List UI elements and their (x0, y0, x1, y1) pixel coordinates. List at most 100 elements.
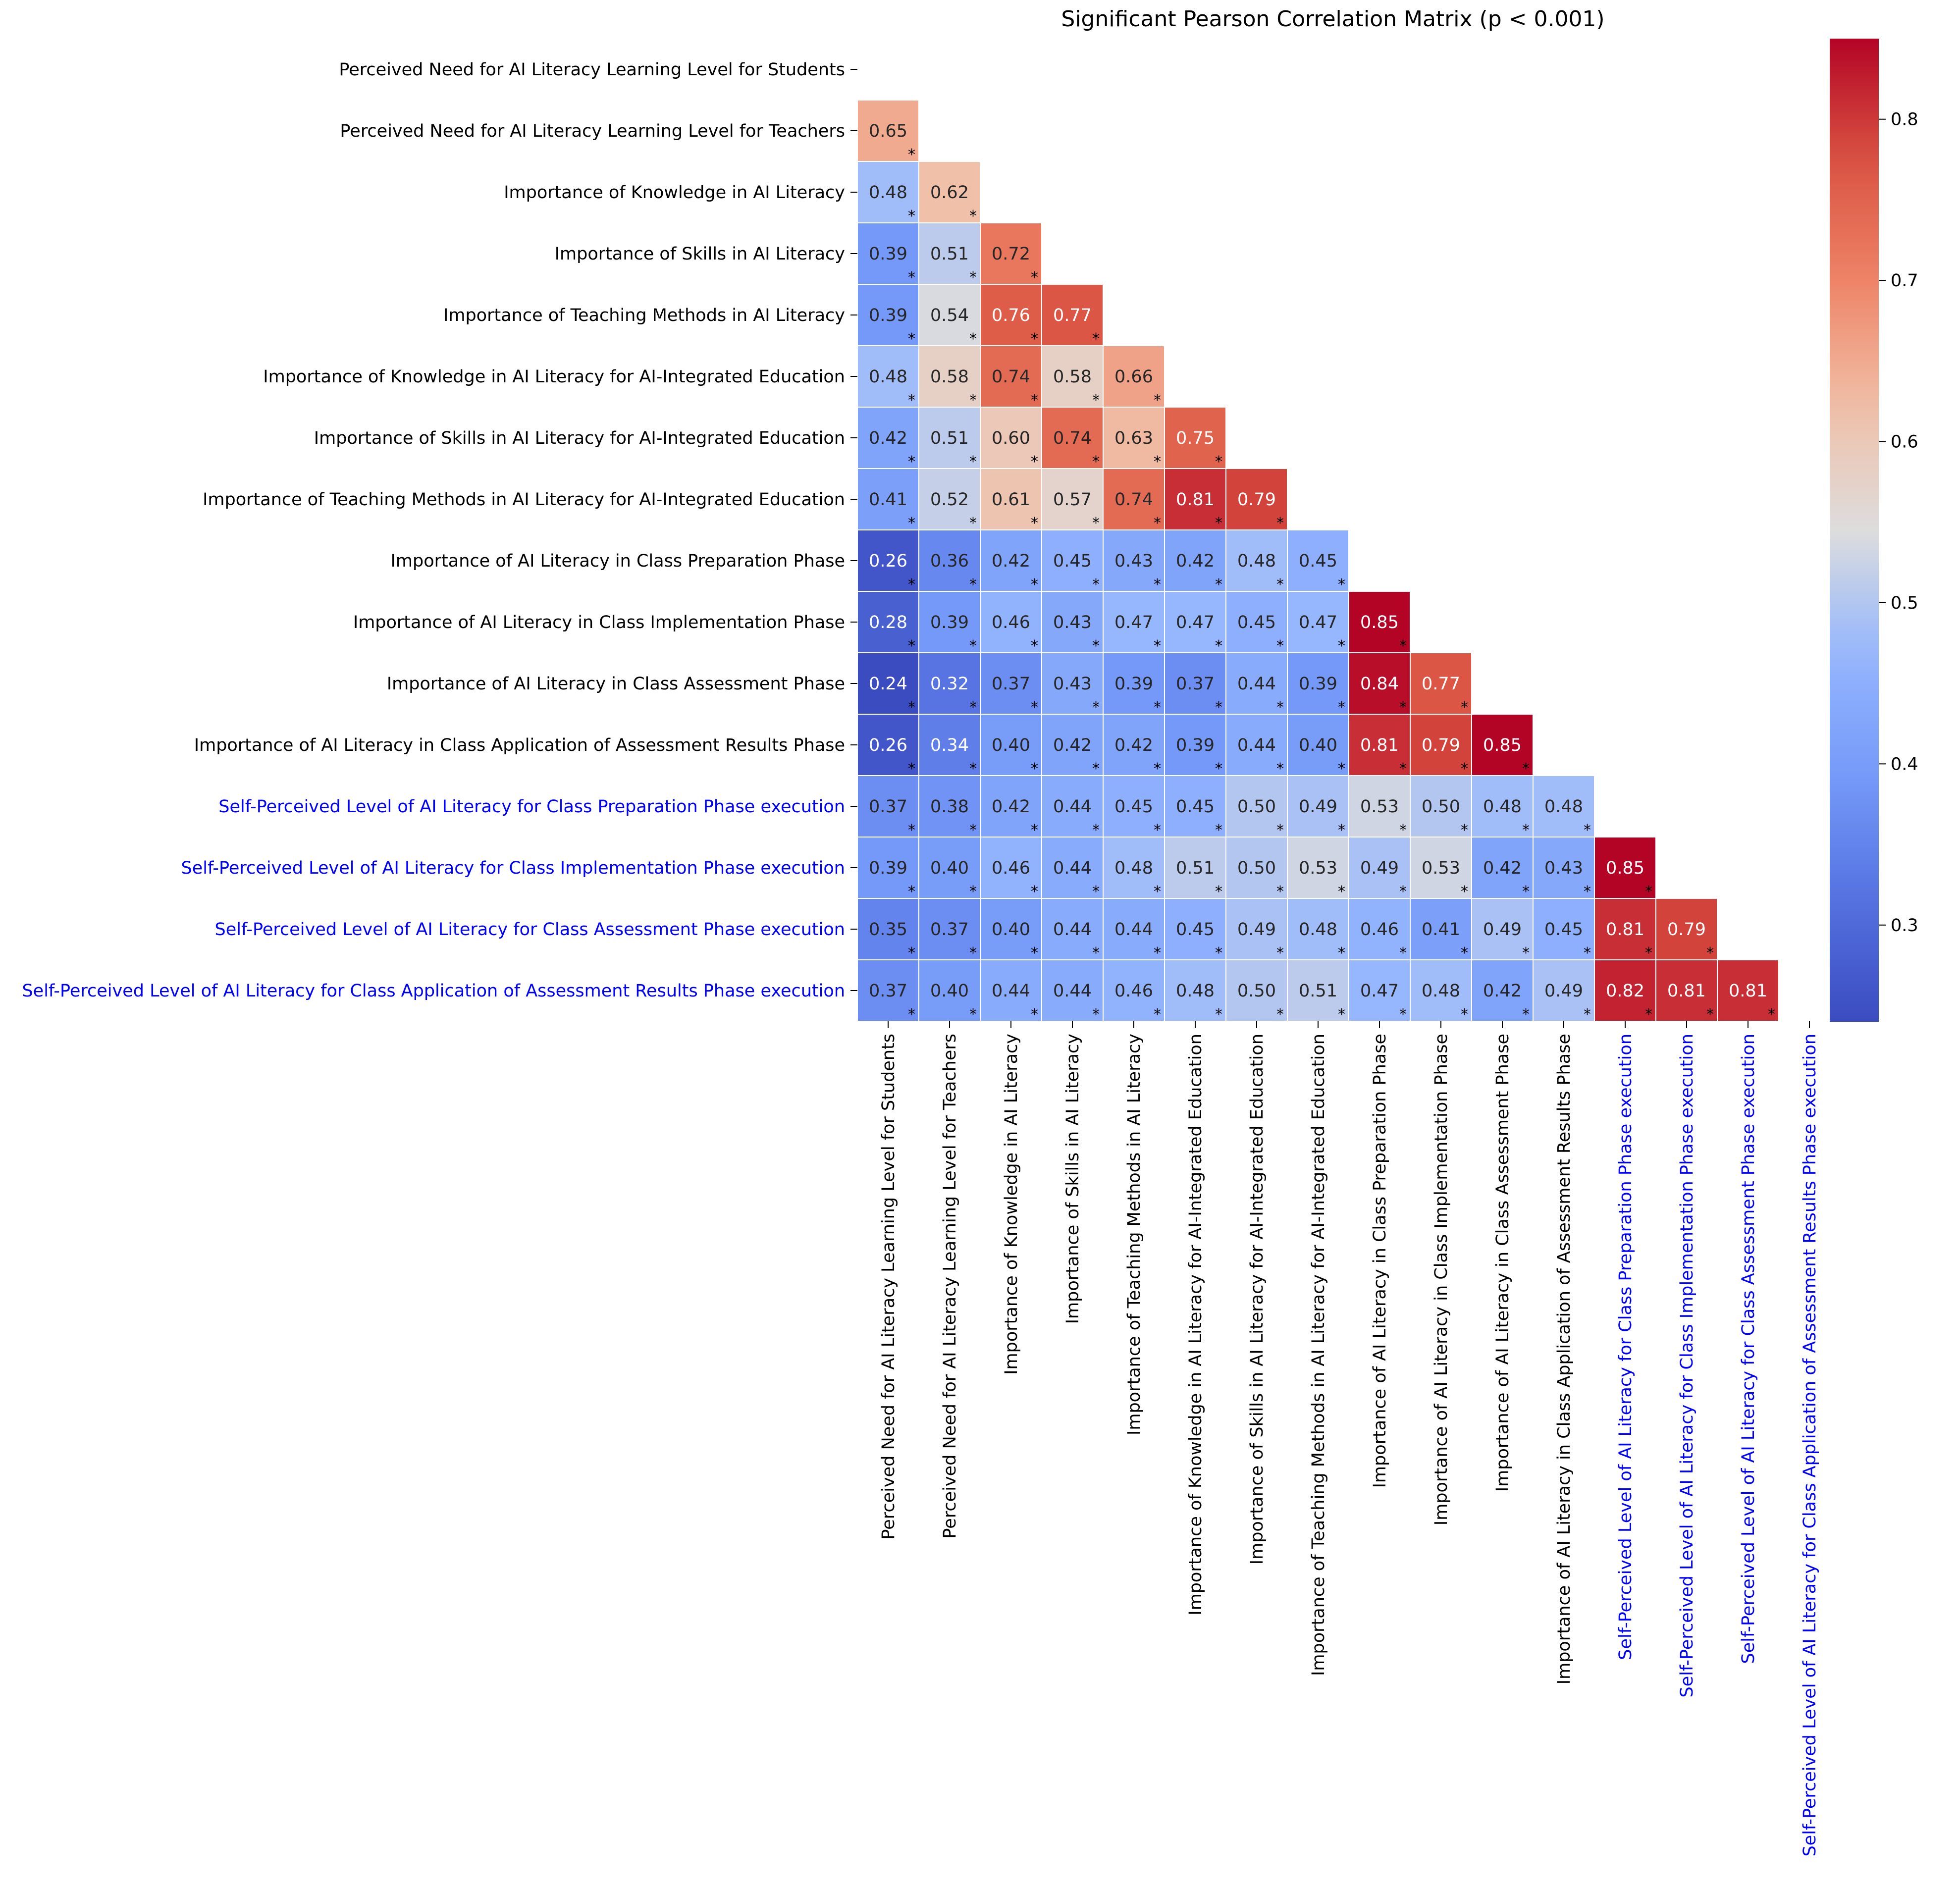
significance-marker: * (1092, 699, 1100, 716)
cell-value-label: 0.57 (1053, 490, 1092, 510)
cell-value-label: 0.47 (1114, 613, 1153, 632)
cell-value-label: 0.39 (1176, 735, 1215, 755)
significance-marker: * (1031, 637, 1038, 655)
significance-marker: * (1031, 392, 1038, 409)
cell-value-label: 0.51 (930, 244, 969, 264)
heatmap-cell (918, 161, 981, 223)
cell-value-label: 0.75 (1176, 428, 1215, 448)
significance-marker: * (1092, 330, 1100, 348)
heatmap-cell (1471, 714, 1534, 776)
cell-value-label: 0.44 (1053, 797, 1092, 817)
significance-marker: * (1031, 944, 1038, 962)
cell-value-label: 0.35 (869, 920, 907, 940)
heatmap-cell (918, 284, 981, 346)
heatmap-cell (1287, 529, 1349, 592)
y-tick-label: Self-Perceived Level of AI Literacy for … (181, 858, 845, 878)
significance-marker: * (969, 392, 977, 409)
cell-value-label: 0.48 (869, 183, 907, 203)
cell-value-label: 0.81 (1729, 981, 1767, 1001)
heatmap-cell (1164, 714, 1226, 776)
cell-value-label: 0.49 (1237, 920, 1276, 940)
cell-value-label: 0.49 (1299, 797, 1337, 817)
cell-value-label: 0.51 (1299, 981, 1337, 1001)
significance-marker: * (1215, 822, 1222, 839)
cell-value-label: 0.44 (1053, 858, 1092, 878)
significance-marker: * (1092, 1006, 1100, 1023)
cell-value-label: 0.51 (930, 428, 969, 448)
heatmap-cell (1348, 837, 1411, 899)
x-tick-label: Self-Perceived Level of AI Literacy for … (1739, 1034, 1758, 1664)
significance-marker: * (1154, 392, 1161, 409)
significance-marker: * (1768, 1006, 1775, 1023)
y-tick-label: Importance of Knowledge in AI Literacy (504, 183, 845, 203)
heatmap-cell (1225, 468, 1288, 530)
significance-marker: * (1461, 1006, 1468, 1023)
significance-marker: * (1215, 515, 1222, 532)
cell-value-label: 0.37 (1176, 674, 1215, 694)
x-tick-label: Self-Perceived Level of AI Literacy for … (1616, 1034, 1636, 1660)
cell-value-label: 0.26 (869, 735, 907, 755)
heatmap-cell (918, 407, 981, 469)
heatmap-cell (1287, 775, 1349, 838)
heatmap-cell (1348, 898, 1411, 960)
significance-marker: * (1276, 576, 1284, 593)
significance-marker: * (1092, 453, 1100, 471)
significance-marker: * (1338, 822, 1345, 839)
cell-value-label: 0.53 (1360, 797, 1399, 817)
column-labels: Perceived Need for AI Literacy Learning … (879, 1021, 1820, 1857)
significance-marker: * (908, 822, 915, 839)
significance-marker: * (969, 453, 977, 471)
heatmap-cell (1103, 407, 1165, 469)
heatmap-cell (1041, 652, 1104, 715)
significance-marker: * (908, 699, 915, 716)
significance-marker: * (1092, 576, 1100, 593)
heatmap-cell (1471, 898, 1534, 960)
significance-marker: * (1031, 576, 1038, 593)
heatmap-cell (1471, 837, 1534, 899)
significance-marker: * (969, 208, 977, 225)
x-tick-label: Importance of Teaching Methods in AI Lit… (1309, 1034, 1328, 1676)
significance-marker: * (1215, 883, 1222, 900)
cell-value-label: 0.50 (1237, 858, 1276, 878)
significance-marker: * (1276, 637, 1284, 655)
significance-marker: * (908, 637, 915, 655)
cell-value-label: 0.46 (992, 858, 1030, 878)
cell-value-label: 0.42 (992, 551, 1030, 571)
significance-marker: * (1215, 637, 1222, 655)
cell-value-label: 0.66 (1114, 367, 1153, 387)
significance-marker: * (908, 1006, 915, 1023)
heatmap-cell (1225, 898, 1288, 960)
x-tick-label: Perceived Need for AI Literacy Learning … (940, 1034, 960, 1539)
cell-value-label: 0.44 (992, 981, 1030, 1001)
heatmap-cell (857, 652, 919, 715)
cell-value-label: 0.58 (930, 367, 969, 387)
significance-marker: * (1522, 944, 1530, 962)
heatmap-cell (1164, 898, 1226, 960)
significance-marker: * (969, 699, 977, 716)
cell-value-label: 0.39 (930, 613, 969, 632)
significance-marker: * (969, 883, 977, 900)
significance-marker: * (1154, 1006, 1161, 1023)
colorbar: 0.3 0.4 0.5 0.6 0.7 0.8 (1830, 39, 1918, 1022)
cell-value-label: 0.44 (1237, 674, 1276, 694)
y-tick-label: Importance of AI Literacy in Class Prepa… (391, 551, 845, 571)
significance-marker: * (969, 822, 977, 839)
heatmap-cell (1103, 898, 1165, 960)
cell-value-label: 0.42 (1053, 735, 1092, 755)
significance-marker: * (1399, 699, 1407, 716)
cell-value-label: 0.48 (1544, 797, 1583, 817)
significance-marker: * (1522, 822, 1530, 839)
significance-marker: * (1399, 883, 1407, 900)
cell-value-label: 0.49 (1544, 981, 1583, 1001)
x-tick-label: Importance of AI Literacy in Class Imple… (1431, 1034, 1451, 1525)
cell-value-label: 0.81 (1606, 920, 1644, 940)
significance-marker: * (1031, 822, 1038, 839)
significance-marker: * (1399, 822, 1407, 839)
heatmap-cell (857, 100, 919, 162)
heatmap-cell (1041, 837, 1104, 899)
cell-value-label: 0.41 (1422, 920, 1460, 940)
cell-value-label: 0.85 (1606, 858, 1644, 878)
cell-value-label: 0.43 (1544, 858, 1583, 878)
heatmap-cell (1348, 775, 1411, 838)
significance-marker: * (1031, 760, 1038, 778)
